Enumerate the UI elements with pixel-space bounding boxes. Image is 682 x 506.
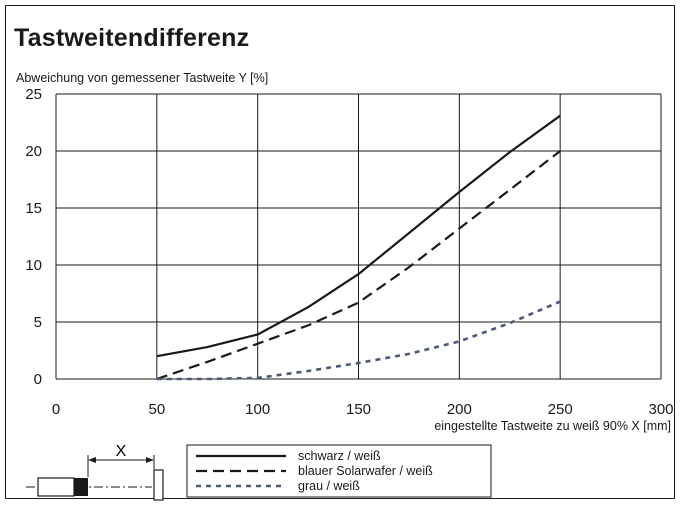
x-tick-label: 100 (245, 401, 270, 418)
dimension-arrow-left (88, 457, 96, 463)
y-tick-label: 25 (25, 86, 42, 103)
chart-frame (5, 5, 675, 499)
legend-label-3: grau / weiß (298, 479, 360, 493)
y-axis-label: Abweichung von gemessener Tastweite Y [%… (16, 71, 269, 85)
series-lines (156, 114, 561, 381)
sensor-diagram: X (26, 443, 164, 501)
series-line-3 (156, 300, 561, 381)
x-ticks: 0 50 100 150 200 250 300 (52, 401, 674, 418)
x-tick-label: 150 (346, 401, 371, 418)
legend-label-2: blauer Solarwafer / weiß (298, 464, 433, 478)
y-tick-label: 15 (25, 200, 42, 217)
series-line-1 (156, 114, 561, 358)
x-tick-label: 200 (447, 401, 472, 418)
distance-label: X (116, 443, 127, 460)
grid (55, 93, 662, 380)
x-tick-label: 300 (648, 401, 673, 418)
legend-box (186, 444, 492, 498)
x-tick-label: 0 (52, 401, 60, 418)
series-line-2 (156, 150, 561, 381)
y-ticks: 0 5 10 15 20 25 (25, 86, 42, 388)
x-axis-label: eingestellte Tastweite zu weiß 90% X [mm… (434, 419, 671, 433)
sensor-lens (74, 478, 88, 496)
x-tick-label: 250 (548, 401, 573, 418)
dimension-arrow-right (146, 457, 154, 463)
y-tick-label: 0 (34, 371, 42, 388)
x-tick-label: 50 (148, 401, 165, 418)
sensor-body (37, 477, 75, 497)
y-tick-label: 20 (25, 143, 42, 160)
target-object (153, 469, 164, 501)
y-tick-label: 5 (34, 314, 42, 331)
chart-title: Tastweitendifferenz (14, 24, 250, 52)
y-tick-label: 10 (25, 257, 42, 274)
legend-label-1: schwarz / weiß (298, 449, 381, 463)
